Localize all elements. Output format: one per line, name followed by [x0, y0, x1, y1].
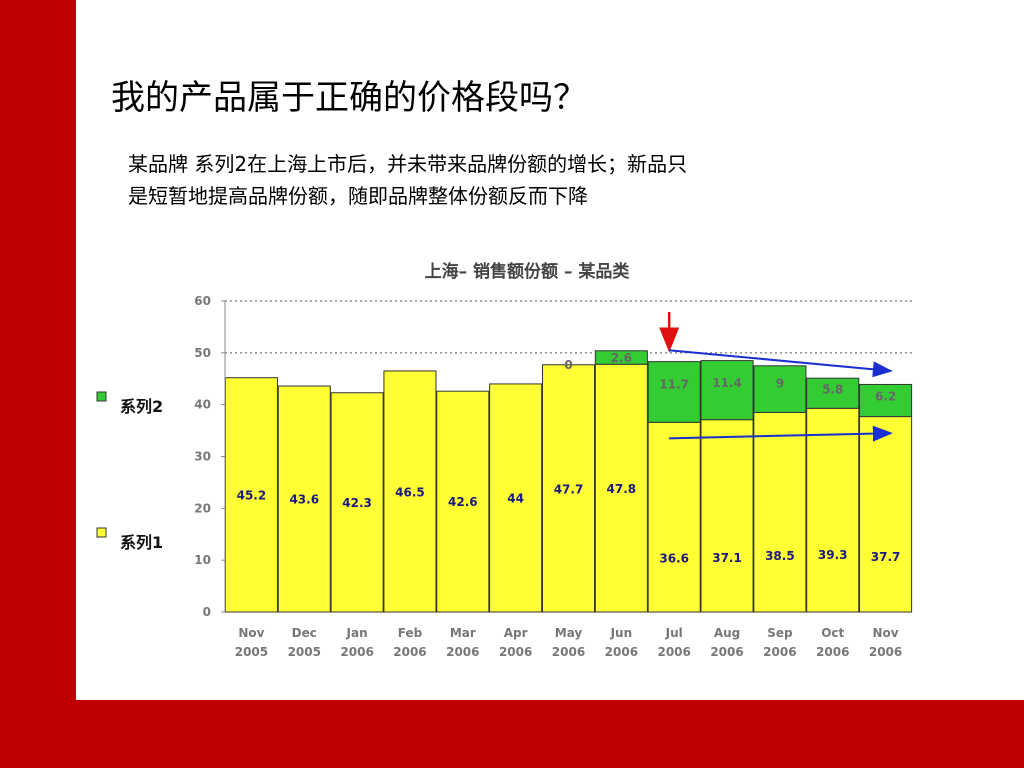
data-label-series1: 42.3 [342, 496, 372, 510]
data-label-series1: 43.6 [289, 493, 319, 507]
blue-arrow-total-decline [668, 349, 893, 378]
x-tick-month: Jun [610, 626, 633, 640]
data-label-series1: 38.5 [765, 549, 795, 563]
chart-title: 上海– 销售额份额 – 某品类 [425, 261, 631, 282]
x-tick-month: Mar [450, 626, 476, 640]
x-tick-month: Sep [767, 626, 793, 640]
data-label-series2: 5.8 [822, 383, 843, 397]
x-tick-month: Apr [504, 626, 528, 640]
x-tick-month: Oct [821, 626, 844, 640]
y-tick-label: 50 [194, 346, 211, 360]
bar-series2-7 [594, 350, 648, 365]
bar-series1-10 [753, 411, 807, 613]
x-tick-year: 2005 [235, 645, 268, 659]
x-tick-month: Feb [398, 626, 423, 640]
x-tick-month: Aug [714, 626, 740, 640]
x-tick-year: 2006 [340, 645, 373, 659]
y-tick-label: 20 [194, 501, 211, 515]
x-tick-month: Nov [238, 626, 264, 640]
slide-title: 我的产品属于正确的价格段吗？ [111, 78, 587, 118]
x-tick-year: 2006 [710, 645, 743, 659]
data-label-series2: 9 [776, 377, 784, 391]
slide-body: 某品牌 系列2在上海上市后，并未带来品牌份额的增长；新品只 是短暂地提高品牌份额… [128, 148, 868, 212]
left-red-bar [0, 0, 76, 768]
bar-series1-7 [594, 363, 648, 613]
data-label-series1: 46.5 [395, 485, 425, 499]
x-tick-year: 2006 [605, 645, 638, 659]
data-label-series1: 47.8 [607, 482, 637, 496]
bar-series1-3 [383, 370, 437, 613]
data-label-series1: 39.3 [818, 548, 848, 562]
bar-series1-2 [330, 392, 384, 613]
y-tick-label: 40 [194, 398, 211, 412]
y-tick-label: 10 [194, 553, 211, 567]
bar-series1-5 [489, 383, 543, 613]
data-label-series1: 44 [507, 492, 524, 506]
data-label-series1: 36.6 [659, 552, 689, 566]
bar-series2-11 [806, 377, 860, 409]
bar-series2-8 [647, 361, 701, 423]
body-line-2: 是短暂地提高品牌份额，随即品牌整体份额反而下降 [128, 184, 588, 208]
x-tick-month: Jul [665, 626, 683, 640]
legend-label-series1: 系列1 [120, 533, 163, 552]
share-chart: 上海– 销售额份额 – 某品类 45.2 43.6 42.3 46.5 42.6 44 47… [96, 261, 913, 659]
data-label-series2: 11.7 [659, 378, 689, 392]
x-tick-year: 2006 [763, 645, 796, 659]
bar-series2-9 [700, 360, 754, 421]
y-tick-label: 30 [194, 450, 211, 464]
bar-series1-8 [647, 421, 701, 613]
x-tick-month: Dec [292, 626, 317, 640]
bar-series1-0 [224, 377, 278, 613]
x-tick-year: 2006 [393, 645, 426, 659]
x-tick-year: 2006 [446, 645, 479, 659]
bar-series2-12 [859, 383, 913, 418]
legend-swatch-series2 [96, 391, 107, 402]
x-tick-year: 2005 [288, 645, 321, 659]
x-tick-year: 2006 [816, 645, 849, 659]
blue-arrow-series1-rise [668, 425, 893, 442]
y-tick-label: 60 [194, 294, 211, 308]
x-tick-year: 2006 [869, 645, 902, 659]
data-label-series1: 47.7 [554, 482, 584, 496]
bar-series1-12 [859, 416, 913, 613]
data-label-series2: 0 [564, 358, 572, 372]
data-label-series2: 6.2 [875, 390, 896, 404]
bar-series1-11 [806, 407, 860, 613]
body-line-1: 某品牌 系列2在上海上市后，并未带来品牌份额的增长；新品只 [128, 152, 688, 176]
data-label-series1: 45.2 [237, 489, 267, 503]
bar-series2-10 [753, 365, 807, 413]
data-label-series2: 11.4 [712, 376, 742, 390]
bar-series1-1 [277, 385, 331, 613]
data-label-series2: 2.6 [611, 351, 632, 365]
data-label-series1: 42.6 [448, 495, 478, 509]
x-tick-month: Jan [346, 626, 368, 640]
x-tick-year: 2006 [499, 645, 532, 659]
x-tick-month: Nov [873, 626, 899, 640]
x-tick-year: 2006 [657, 645, 690, 659]
bar-series1-6 [541, 364, 596, 613]
bottom-red-bar [0, 700, 1024, 768]
y-tick-label: 0 [203, 605, 211, 619]
bar-series1-9 [700, 419, 754, 613]
bar-series1-4 [436, 390, 490, 613]
x-tick-month: May [555, 626, 583, 640]
data-label-series1: 37.7 [871, 550, 901, 564]
x-tick-year: 2006 [552, 645, 585, 659]
legend-swatch-series1 [96, 527, 107, 538]
legend-label-series2: 系列2 [120, 397, 163, 416]
data-label-series1: 37.1 [712, 551, 742, 565]
